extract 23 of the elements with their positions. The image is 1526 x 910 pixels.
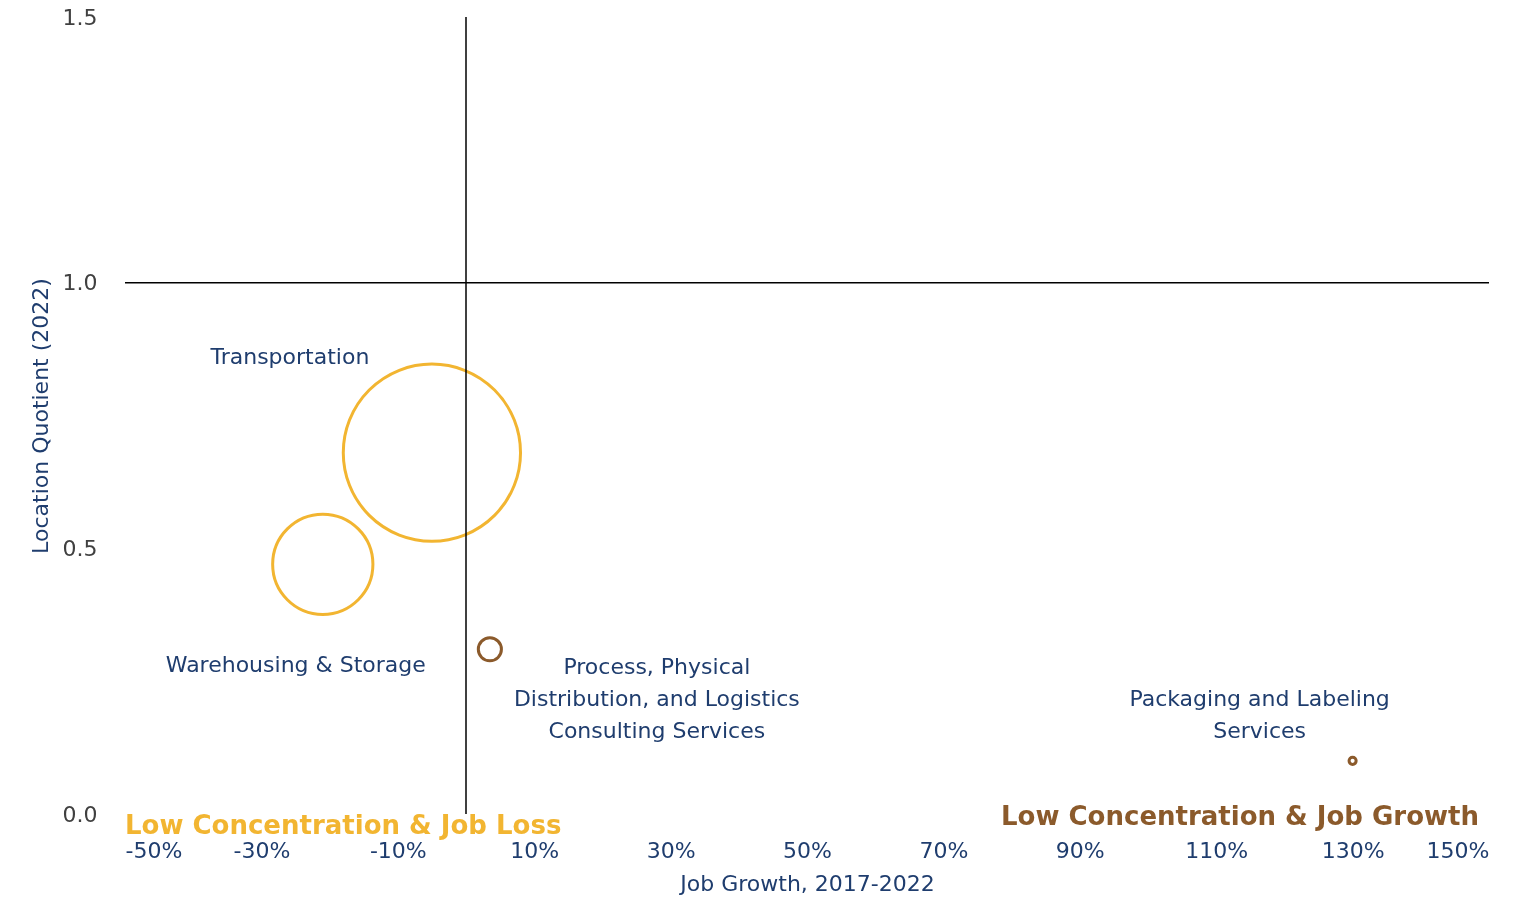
series-label: Process, Physical Distribution, and Logistics Consulting Services (513, 654, 800, 744)
y-tick-label: 0.0 (62, 801, 98, 827)
x-tick-label: 10% (510, 837, 560, 863)
x-tick-label: 70% (919, 837, 969, 863)
x-tick-label: 30% (646, 837, 696, 863)
annotation: Low Concentration & Job Loss (125, 810, 562, 840)
x-tick-label: 50% (783, 837, 832, 863)
x-tick-label: 130% (1321, 837, 1385, 863)
x-tick-label: -30% (233, 837, 291, 863)
y-axis-title: Location Quotient (2022) (27, 278, 53, 554)
x-tick-label: -50% (125, 837, 183, 863)
series-label: Packaging and Labeling Services (1129, 685, 1390, 743)
x-tick-label: 90% (1055, 837, 1105, 863)
series-label: Transportation (209, 343, 370, 369)
text: Warehousing & Storage (165, 652, 426, 678)
annotation: Low Concentration & Job Growth (1001, 801, 1479, 831)
x-tick-label: 150% (1426, 837, 1490, 863)
y-tick-label: 0.5 (62, 535, 98, 561)
x-tick-label: 110% (1185, 837, 1249, 863)
y-tick-label: 1.0 (62, 270, 98, 296)
x-tick-label: -10% (369, 837, 427, 863)
y-tick-label: 1.5 (62, 4, 98, 30)
x-axis-title: Job Growth, 2017-2022 (678, 870, 935, 896)
